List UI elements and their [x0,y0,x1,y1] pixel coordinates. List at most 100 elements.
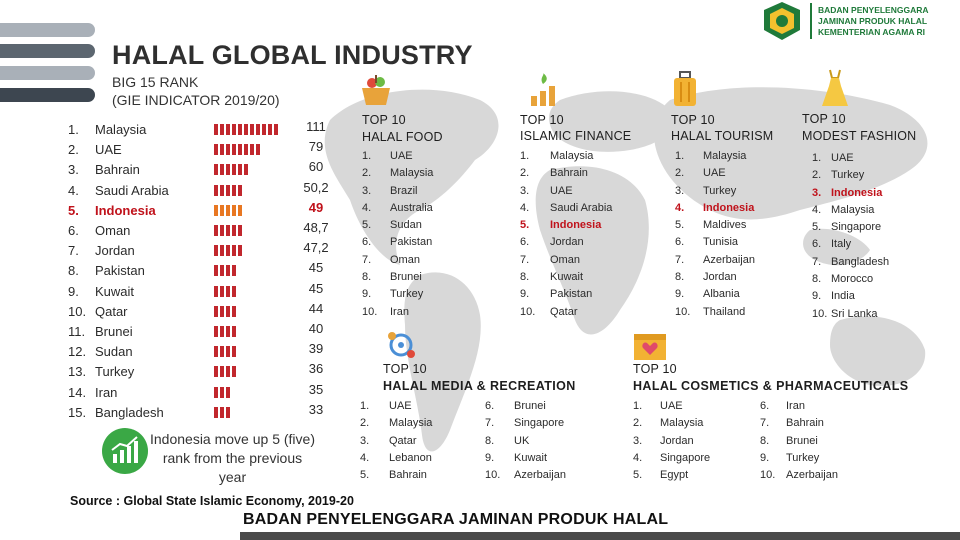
list-item-country: Bahrain [550,167,588,180]
country-list: 1. UAE 2. Turkey 3. Indonesia 4. Malaysia 5. Sing… [812,150,932,323]
food-basket-icon [362,75,390,105]
category-title-top: TOP 10 [383,362,427,376]
score-bar-segment [238,164,242,176]
category-title-name: ISLAMIC FINANCE [520,129,632,143]
list-item-number: 8. [675,271,685,284]
list-item: 6. Brunei [485,398,605,415]
score-bar [214,184,244,196]
list-item: 8. UK [485,433,605,450]
score-bar-segment [220,326,224,337]
ranking-row: 9. Kuwait [68,282,328,302]
score-bar-segment [226,406,230,418]
score-bar-segment [238,184,242,196]
score-bar-segment [220,285,224,297]
list-item-country: Singapore [514,417,565,430]
score-bar-segment [226,386,230,398]
score-bar-segment [220,265,224,277]
list-item: 4. Singapore [633,450,743,467]
list-item-country: Lebanon [389,451,432,464]
score-bar-segment [220,204,224,216]
score-bar-segment [214,204,218,216]
score-bar-segment [226,245,230,257]
list-item-country: Indonesia [831,186,883,199]
country-name: Iran [95,384,118,400]
country-list: 6. Iran 7. Bahrain 8. Brunei 9. Turkey 10. Azerba… [760,398,880,484]
rank-number: 4. [68,182,79,198]
list-item: 5. Egypt [633,467,743,484]
list-item-country: Qatar [550,305,578,318]
list-item: 1. Malaysia [520,148,640,165]
rank-number: 8. [68,263,79,279]
score-bar-segment [232,124,236,135]
list-item-number: 3. [812,186,822,199]
list-item-number: 9. [485,451,495,464]
score-value: 44 [308,300,324,316]
kemenag-emblem-icon [764,2,800,40]
score-bar [214,366,238,378]
list-item: 3. Brazil [362,183,472,200]
logo-line-2: JAMINAN PRODUK HALAL [818,16,928,26]
list-item-number: 3. [675,184,685,197]
list-item-number: 3. [633,434,643,447]
score-value: 47,2 [303,240,329,256]
list-item: 10. Qatar [520,304,640,321]
list-item-country: Italy [831,238,852,251]
score-bar-segment [226,346,230,358]
country-list: 1. UAE 2. Malaysia 3. Brazil 4. Australia 5. Suda… [362,148,472,321]
list-item-country: Azerbaijan [703,253,755,266]
list-item-number: 5. [633,469,643,482]
ranking-row: 13. Turkey [68,362,328,382]
rank-number: 15. [68,404,87,420]
score-bar-segment [226,184,230,196]
list-item-country: UAE [550,184,573,197]
ranking-row: 3. Bahrain [68,160,328,180]
list-item-country: Brunei [514,400,546,412]
score-bar-segment [244,144,248,156]
list-item-number: 2. [675,167,685,180]
list-item-country: Turkey [390,288,424,301]
list-item-number: 8. [812,273,822,286]
score-bar-segment [220,124,224,135]
rank-number: 6. [68,223,79,238]
score-bar-segment [220,305,224,317]
score-bar-segment [238,245,242,257]
score-bar-segment [220,386,224,398]
country-name: Turkey [95,364,135,380]
subtitle-line-2: (GIE INDICATOR 2019/20) [112,92,280,108]
list-item-number: 6. [485,400,495,412]
list-item-country: Malaysia [660,417,704,430]
score-bar-segment [214,406,218,418]
score-bar-segment [232,225,236,236]
list-item: 3. Indonesia [812,185,932,202]
score-value: 33 [308,401,324,417]
list-item-country: Turkey [703,184,737,197]
list-item-number: 10. [760,469,776,482]
score-bar [214,164,250,176]
score-bar [214,406,232,418]
list-item-country: Indonesia [703,201,755,214]
list-item-number: 10. [812,307,828,320]
list-item-number: 1. [633,400,643,412]
list-item: 3. UAE [520,183,640,200]
list-item-country: Singapore [831,221,882,234]
list-item-number: 8. [520,271,530,284]
list-item-number: 5. [362,219,372,232]
score-bar-segment [274,124,278,135]
score-value: 36 [308,361,324,377]
list-item: 10. Azerbaijan [760,467,880,484]
category-title-top: TOP 10 [633,362,677,376]
list-item-country: Azerbaijan [786,469,838,482]
country-name: Sudan [95,344,133,360]
list-item-country: Malaysia [389,417,433,430]
list-item-number: 2. [812,169,822,182]
score-bar-segment [250,124,254,135]
list-item-country: Brazil [390,184,418,197]
list-item: 8. Brunei [362,269,472,286]
score-bar-segment [214,366,218,378]
score-bar-segment [214,305,218,317]
score-bar-segment [214,245,218,257]
score-bar-segment [214,225,218,236]
rank-number: 12. [68,344,87,360]
list-item-number: 9. [520,288,530,301]
score-value: 49 [308,199,324,215]
